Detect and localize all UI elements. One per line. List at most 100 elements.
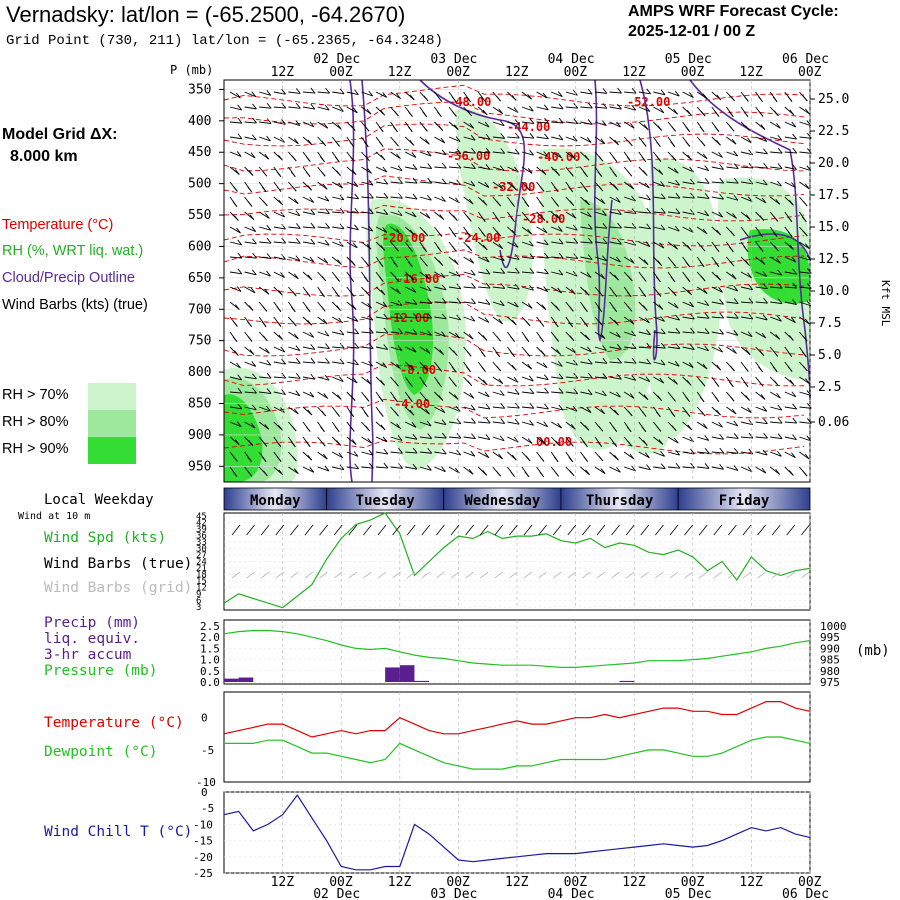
top-day-label: 06 Dec	[782, 52, 829, 67]
wind-barb-feather	[614, 274, 619, 281]
wind-barb	[799, 166, 811, 172]
wind-barb-feather	[733, 298, 739, 304]
wind-barb	[390, 151, 401, 160]
wind-barb	[711, 151, 723, 158]
wind-barb	[390, 346, 403, 352]
wind-barb-feather	[380, 109, 386, 116]
wind-barb	[317, 316, 328, 325]
wind-barb-feather	[688, 362, 694, 368]
wind-barb-feather	[408, 111, 413, 117]
wind-barb	[317, 121, 329, 129]
wind-barb-feather	[295, 120, 301, 126]
wind-barb	[638, 241, 651, 247]
bottom-hour-label: 12Z	[622, 875, 646, 890]
wind-barb-feather	[733, 312, 739, 319]
wind-barb-feather	[612, 171, 618, 177]
wind-barb-feather	[232, 471, 238, 478]
wind-barb	[332, 361, 345, 365]
surface-wind-barb	[436, 524, 445, 536]
wind-barb	[507, 286, 520, 290]
wind-barb-feather	[352, 242, 358, 249]
wind-barb-feather	[690, 313, 695, 320]
wind-barb-feather	[325, 343, 330, 349]
wind-barb	[551, 256, 564, 259]
wind-barb-feather	[380, 289, 386, 296]
wind-barb-feather	[368, 192, 374, 199]
wind-barb	[331, 451, 343, 459]
wind-barb-feather	[719, 193, 724, 200]
legend-temperature: Temperature (°C)	[2, 217, 114, 233]
wind-barb	[229, 121, 242, 124]
pressure-tick-label: 500	[188, 177, 211, 192]
wind-barb-feather	[427, 163, 433, 169]
wind-barb-feather	[383, 209, 389, 215]
wind-barb	[434, 421, 447, 426]
wind-barb	[653, 226, 666, 231]
wind-barb-feather	[626, 156, 632, 163]
wind-barb	[302, 121, 315, 128]
surface-wind-barb	[771, 524, 781, 536]
wind-barb-feather	[427, 447, 433, 454]
wind-barb-feather	[408, 246, 413, 252]
wind-barb-feather	[792, 417, 798, 424]
wind-barb	[492, 271, 505, 274]
wind-barb-feather	[252, 103, 257, 110]
temp-tick-label: 0	[201, 712, 208, 725]
wind-barb-feather	[309, 391, 315, 398]
wind-barb	[346, 376, 358, 384]
wind-barb-feather	[745, 349, 751, 355]
wind-barb	[536, 136, 549, 140]
wind-barb-feather	[325, 87, 330, 94]
wind-barb-feather	[500, 418, 506, 424]
wind-barb	[755, 286, 768, 290]
wind-barb-feather	[470, 404, 476, 411]
wind-barb-feather	[466, 351, 472, 357]
wind-barb-feather	[660, 463, 666, 469]
wind-barb	[273, 391, 286, 395]
wind-barb	[536, 421, 548, 428]
cloud-outline	[349, 79, 355, 483]
surface-wind-barb	[260, 524, 270, 536]
wind-barb	[478, 421, 491, 424]
wind-barb-feather	[423, 95, 429, 102]
wind-barb-feather	[674, 90, 680, 97]
wind-barb-feather	[758, 111, 764, 117]
wind-barb-feather	[321, 410, 327, 417]
wind-barb-feather	[612, 306, 618, 312]
wind-barb	[682, 361, 694, 368]
wind-barb-feather	[539, 336, 544, 343]
wind-barb-feather	[587, 254, 593, 260]
wind-barb	[536, 121, 549, 124]
surface-wind-barb-grid	[479, 571, 489, 579]
wind-barb-feather	[704, 313, 710, 319]
wind-barb	[302, 196, 314, 203]
wind-barb	[288, 271, 299, 280]
wind-barb-feather	[309, 467, 315, 473]
wind-barb-feather	[671, 155, 677, 162]
wind-barb-feather	[471, 147, 476, 154]
wind-barb-feather	[247, 471, 253, 477]
wind-barb-feather	[687, 424, 693, 431]
wind-barb	[536, 376, 549, 381]
wind-barb-feather	[673, 243, 678, 250]
wind-barb	[229, 256, 242, 259]
wind-barb	[317, 106, 330, 111]
wind-barb	[405, 466, 418, 470]
wind-barb	[492, 301, 505, 307]
wind-barb	[740, 436, 753, 439]
wind-tick-label: 3	[196, 603, 201, 613]
wind-barb-feather	[427, 298, 433, 304]
wind-barb	[784, 121, 796, 128]
wind-barb	[390, 361, 401, 370]
wind-barb-feather	[745, 125, 750, 131]
wind-barb-feather	[440, 407, 446, 414]
wind-barb	[726, 421, 738, 427]
wind-barb-feather	[806, 283, 812, 289]
pressure-tick-label: 400	[188, 114, 211, 129]
wind-barb-feather	[352, 377, 358, 384]
wind-barb-feather	[569, 335, 575, 342]
wind-barb	[784, 406, 797, 410]
wind-barb-feather	[772, 366, 778, 373]
dewpoint-line	[224, 736, 811, 770]
surface-wind-barb	[333, 524, 343, 536]
